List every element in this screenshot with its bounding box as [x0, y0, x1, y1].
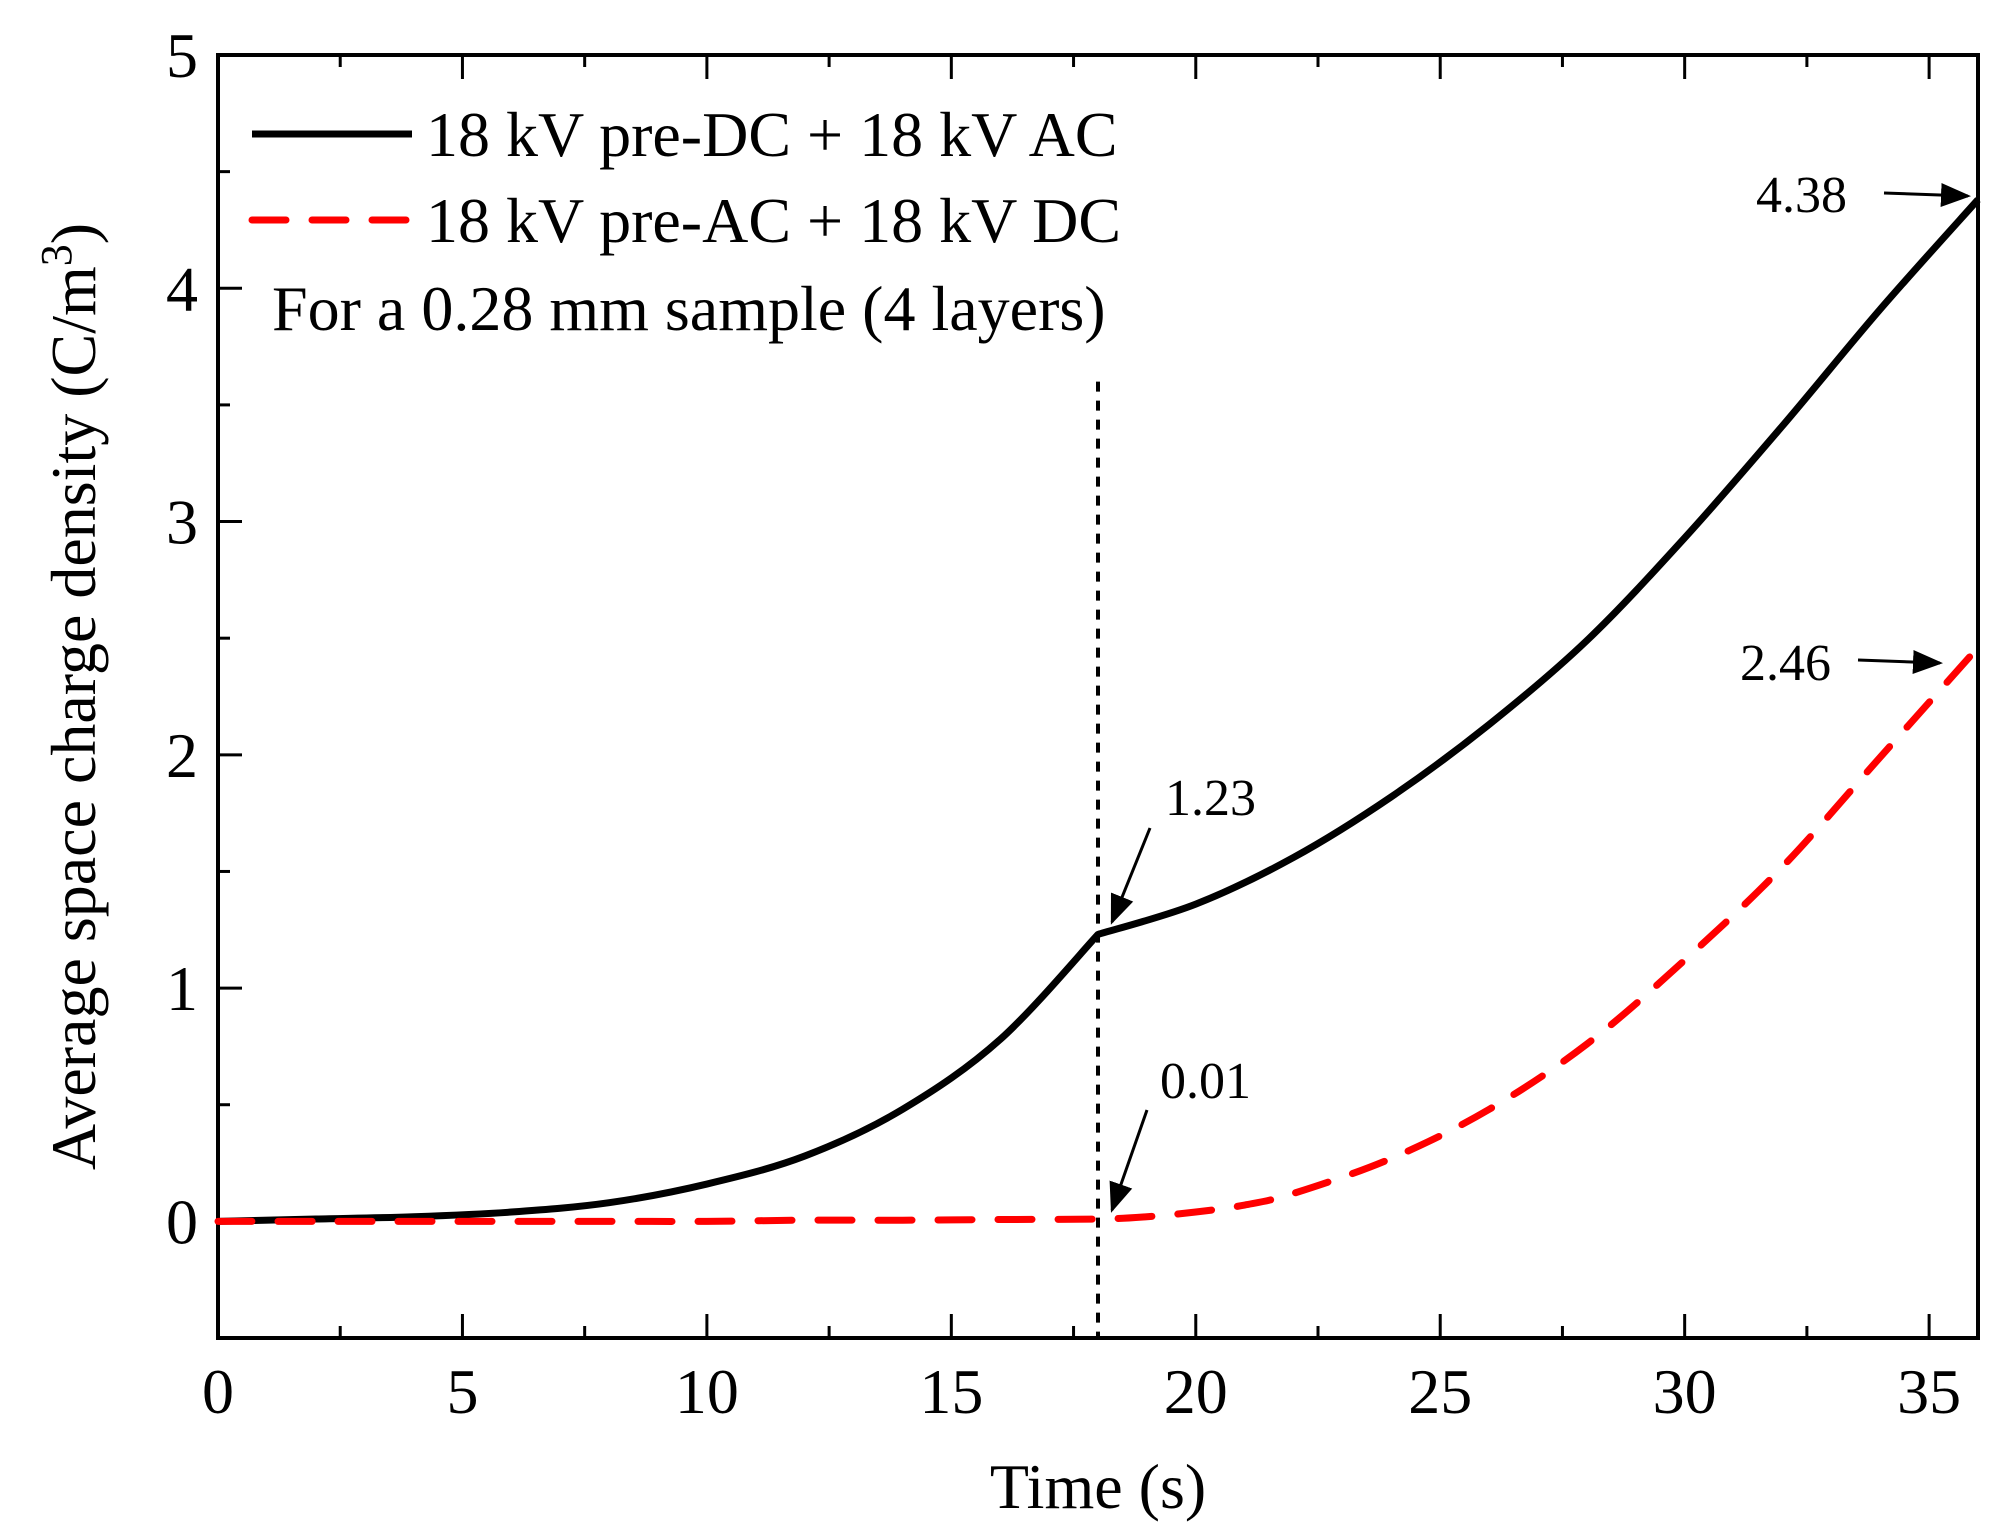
y-axis-title-close: ) — [38, 223, 109, 244]
y-tick-label: 2 — [166, 720, 198, 791]
x-tick-label: 30 — [1653, 1356, 1717, 1427]
annotation-label: 4.38 — [1756, 167, 1847, 224]
annotation-arrow — [1110, 827, 1152, 925]
x-axis-title: Time (s) — [990, 1451, 1206, 1522]
annotation-arrow — [1883, 183, 1971, 208]
x-tick-label: 15 — [919, 1356, 983, 1427]
x-tick-label: 20 — [1164, 1356, 1228, 1427]
y-tick-label: 0 — [166, 1186, 198, 1257]
y-axis-title-main: Average space charge density (C/m — [38, 266, 109, 1170]
x-tick-label: 10 — [675, 1356, 739, 1427]
annotation-arrow — [1109, 1109, 1149, 1213]
x-tick-label: 25 — [1408, 1356, 1472, 1427]
legend: 18 kV pre-DC + 18 kV AC 18 kV pre-AC + 1… — [248, 99, 1121, 344]
y-tick-label: 4 — [166, 253, 198, 324]
legend-label-pre-ac: 18 kV pre-AC + 18 kV DC — [426, 185, 1121, 256]
annotation-label: 1.23 — [1165, 770, 1256, 827]
legend-label-pre-dc: 18 kV pre-DC + 18 kV AC — [426, 99, 1118, 170]
x-tick-label: 0 — [202, 1356, 234, 1427]
annotation-label: 0.01 — [1160, 1053, 1251, 1110]
annotation-arrow — [1857, 650, 1943, 675]
y-axis-title-superscript: 3 — [32, 244, 81, 266]
x-tick-label: 35 — [1897, 1356, 1961, 1427]
y-tick-label: 1 — [166, 953, 198, 1024]
x-tick-label: 5 — [446, 1356, 478, 1427]
series-line-pre-ac — [214, 644, 1982, 1225]
annotations-group: 4.38 2.46 1.23 0.01 — [1109, 167, 1971, 1213]
annotation-label: 2.46 — [1740, 635, 1831, 692]
legend-note: For a 0.28 mm sample (4 layers) — [272, 273, 1106, 344]
series-line-pre-dc — [217, 197, 1981, 1225]
plot-area: 0 5 10 15 20 25 30 35 0 1 2 3 4 5 — [166, 20, 1980, 1427]
series-group — [214, 197, 1982, 1225]
y-tick-label: 3 — [166, 487, 198, 558]
y-axis-title: Average space charge density (C/m3) — [32, 223, 110, 1170]
y-tick-label: 5 — [166, 20, 198, 91]
